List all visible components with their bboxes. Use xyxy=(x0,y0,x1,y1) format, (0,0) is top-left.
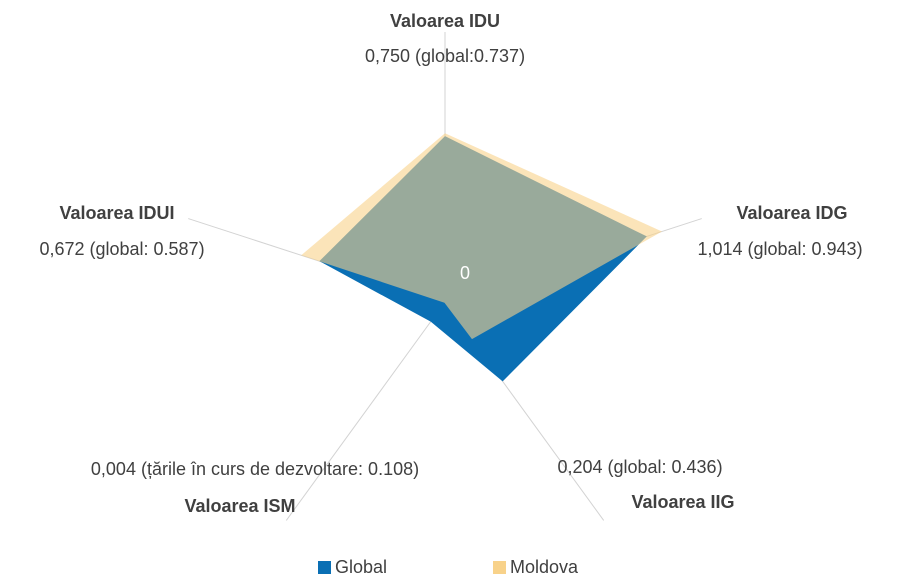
legend-swatch xyxy=(493,561,506,574)
series-area xyxy=(301,133,662,340)
axis-label: Valoarea IDUI xyxy=(59,203,174,223)
axis-annotation: 0,204 (global: 0.436) xyxy=(557,457,722,477)
axis-label: Valoarea ISM xyxy=(184,496,295,516)
axis-spoke xyxy=(285,301,446,521)
tick-label: 0 xyxy=(460,263,470,283)
axis-annotation: 0,672 (global: 0.587) xyxy=(39,239,204,259)
axis-annotation: 1,014 (global: 0.943) xyxy=(697,239,862,259)
legend-label: Global xyxy=(335,557,387,577)
axis-annotation: 0,750 (global:0.737) xyxy=(365,46,525,66)
axis-annotation: 0,004 (țările în curs de dezvoltare: 0.1… xyxy=(91,459,419,479)
axis-label: Valoarea IIG xyxy=(631,492,734,512)
legend-swatch xyxy=(318,561,331,574)
axis-label: Valoarea IDG xyxy=(736,203,847,223)
legend-label: Moldova xyxy=(510,557,579,577)
axis-label: Valoarea IDU xyxy=(390,11,500,31)
